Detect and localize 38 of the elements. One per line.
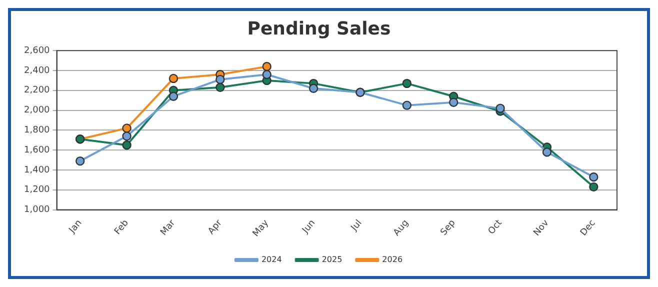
point xyxy=(402,78,412,88)
point xyxy=(122,124,132,133)
point xyxy=(168,92,178,101)
y-tick-label: 2,000 xyxy=(24,106,50,116)
chart-title: Pending Sales xyxy=(247,18,391,40)
point xyxy=(589,172,598,182)
y-tick-label: 2,400 xyxy=(24,66,50,76)
point xyxy=(589,182,598,192)
y-tick-label: 1,600 xyxy=(24,145,50,156)
point xyxy=(496,104,505,113)
point xyxy=(308,84,318,94)
y-tick-label: 2,600 xyxy=(24,46,50,56)
point xyxy=(449,98,458,107)
point xyxy=(168,74,178,84)
point xyxy=(402,100,412,110)
point xyxy=(262,62,272,72)
point xyxy=(262,70,272,80)
point xyxy=(122,140,132,150)
x-tick-label: Oct xyxy=(486,218,505,237)
point xyxy=(216,74,225,84)
x-tick-label: Apr xyxy=(206,218,224,237)
x-tick-label: Feb xyxy=(112,218,132,237)
point xyxy=(76,156,85,166)
x-tick-label: Sep xyxy=(439,218,458,238)
y-tick-label: 1,000 xyxy=(24,205,50,216)
legend-label: 2024 xyxy=(261,255,282,264)
y-tick-label: 1,400 xyxy=(24,165,50,176)
x-tick-label: Jan xyxy=(66,218,84,236)
y-tick-label: 2,200 xyxy=(24,86,50,96)
point xyxy=(122,132,132,141)
legend-label: 2025 xyxy=(322,255,342,264)
legend-label: 2026 xyxy=(382,255,403,264)
y-tick-label: 1,800 xyxy=(24,126,50,136)
y-tick-label: 1,200 xyxy=(24,185,50,196)
point xyxy=(542,147,552,157)
x-tick-label: Jun xyxy=(300,218,318,236)
x-tick-label: Jul xyxy=(349,218,364,234)
point xyxy=(216,82,225,92)
